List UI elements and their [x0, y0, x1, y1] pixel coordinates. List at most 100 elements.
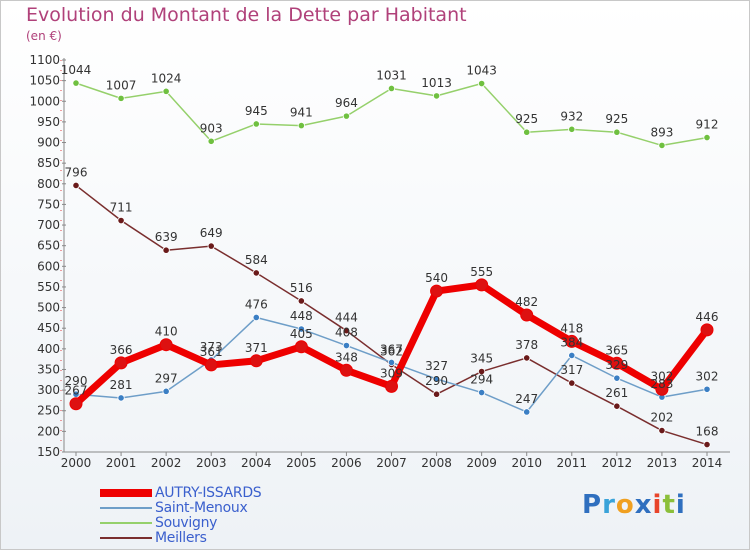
data-point-autry-issards	[700, 323, 714, 337]
data-label-autry-issards: 405	[290, 327, 313, 341]
data-point-souvigny	[162, 87, 170, 95]
data-label-meillers: 444	[335, 311, 358, 325]
data-label-saint-menoux: 290	[65, 374, 88, 388]
data-point-souvigny	[342, 112, 351, 120]
data-point-autry-issards	[610, 356, 624, 370]
data-point-souvigny	[613, 128, 621, 136]
data-label-meillers: 649	[200, 226, 223, 240]
data-point-saint-menoux	[613, 374, 621, 382]
data-label-souvigny: 912	[696, 118, 719, 132]
data-label-saint-menoux: 367	[380, 342, 403, 356]
data-label-souvigny: 903	[200, 121, 223, 135]
data-label-saint-menoux: 408	[335, 326, 358, 340]
y-tick-label: 600	[37, 259, 60, 273]
data-label-autry-issards: 418	[560, 321, 583, 335]
data-point-meillers	[432, 390, 441, 398]
x-tick-label: 2013	[647, 456, 678, 470]
legend-swatch-autry-issards	[100, 489, 152, 497]
data-point-autry-issards	[339, 363, 353, 377]
x-tick-label: 2010	[511, 456, 542, 470]
data-point-autry-issards	[114, 356, 128, 370]
y-tick-label: 450	[37, 321, 60, 335]
data-point-meillers	[613, 402, 621, 410]
data-point-souvigny	[478, 79, 486, 88]
x-tick-label: 2007	[376, 456, 407, 470]
data-point-autry-issards	[565, 334, 579, 348]
data-label-saint-menoux: 247	[515, 392, 538, 406]
data-point-souvigny	[568, 125, 576, 133]
data-point-meillers	[297, 297, 305, 305]
data-label-souvigny: 1044	[61, 63, 92, 77]
legend-label-meillers: Meillers	[155, 530, 207, 546]
data-label-saint-menoux: 281	[110, 378, 133, 392]
data-label-meillers: 362	[380, 345, 403, 359]
data-label-souvigny: 1013	[421, 76, 452, 90]
data-label-saint-menoux: 384	[560, 335, 583, 349]
data-label-meillers: 290	[425, 374, 448, 388]
data-point-souvigny	[523, 128, 531, 136]
data-label-souvigny: 964	[335, 96, 358, 110]
data-point-autry-issards	[159, 338, 173, 352]
data-label-saint-menoux: 448	[290, 309, 313, 323]
legend-swatch-souvigny	[100, 522, 152, 524]
data-label-meillers: 168	[696, 425, 719, 439]
legend-swatch-meillers	[100, 537, 152, 539]
data-point-meillers	[478, 367, 486, 376]
y-tick-label: 950	[37, 115, 60, 129]
y-tick-label: 300	[37, 383, 60, 397]
data-label-souvigny: 925	[605, 112, 628, 126]
y-tick-label: 850	[37, 156, 60, 170]
legend-item-souvigny: Souvigny	[100, 515, 217, 531]
data-label-souvigny: 1007	[106, 78, 137, 92]
data-label-meillers: 345	[470, 352, 493, 366]
data-point-saint-menoux	[478, 388, 486, 397]
data-point-meillers	[72, 181, 80, 190]
data-point-meillers	[523, 354, 531, 362]
legend-item-saint-menoux: Saint-Menoux	[100, 500, 248, 516]
data-point-meillers	[207, 242, 215, 250]
y-tick-label: 650	[37, 239, 60, 253]
data-label-meillers: 639	[155, 230, 178, 244]
data-label-souvigny: 1043	[466, 64, 497, 78]
x-tick-label: 2003	[196, 456, 227, 470]
y-tick-label: 150	[37, 445, 60, 459]
y-tick-label: 250	[37, 404, 60, 418]
data-point-souvigny	[703, 133, 711, 142]
chart-subtitle: (en €)	[26, 29, 62, 43]
data-point-autry-issards	[204, 358, 218, 372]
data-point-souvigny	[297, 122, 305, 130]
data-point-saint-menoux	[387, 358, 396, 367]
legend-label-souvigny: Souvigny	[155, 515, 218, 531]
data-label-autry-issards: 482	[515, 295, 538, 309]
y-tick-label: 200	[37, 424, 60, 438]
data-label-autry-issards: 348	[335, 350, 358, 364]
data-label-souvigny: 925	[515, 112, 538, 126]
data-label-meillers: 261	[605, 386, 628, 400]
data-point-autry-issards	[249, 354, 263, 368]
data-label-saint-menoux: 476	[245, 297, 268, 311]
data-label-meillers: 202	[650, 411, 673, 425]
data-point-souvigny	[252, 120, 260, 128]
data-label-meillers: 516	[290, 281, 313, 295]
y-tick-label: 1050	[29, 74, 60, 88]
y-tick-label: 1000	[29, 94, 60, 108]
y-tick-label: 750	[37, 197, 60, 211]
logo-letter: i	[675, 490, 686, 520]
data-label-autry-issards: 410	[155, 325, 178, 339]
data-point-saint-menoux	[162, 387, 170, 395]
data-point-autry-issards	[294, 340, 308, 354]
data-point-autry-issards	[69, 397, 83, 411]
legend-label-autry-issards: AUTRY-ISSARDS	[155, 485, 262, 501]
data-point-meillers	[162, 246, 170, 254]
data-label-saint-menoux: 297	[155, 371, 178, 385]
data-point-autry-issards	[520, 308, 534, 322]
data-label-saint-menoux: 327	[425, 359, 448, 373]
data-point-saint-menoux	[297, 325, 305, 333]
data-label-saint-menoux: 373	[200, 340, 223, 354]
y-tick-label: 900	[37, 136, 60, 150]
data-label-autry-issards: 365	[605, 343, 628, 357]
y-tick-label: 1100	[29, 53, 60, 67]
data-label-meillers: 796	[65, 165, 88, 179]
